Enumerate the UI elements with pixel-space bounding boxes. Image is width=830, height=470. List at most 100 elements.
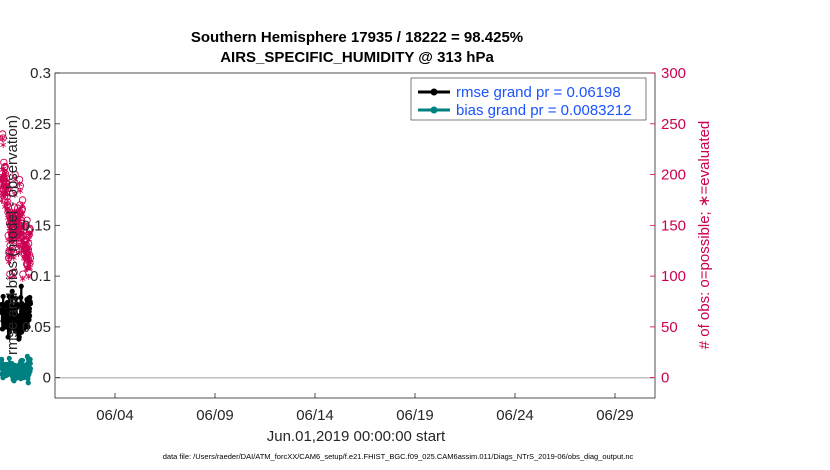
obs-evaluated-point: ∗ (19, 230, 27, 241)
rmse-point (26, 306, 32, 312)
obs-evaluated-point: ∗ (3, 198, 11, 209)
obs-evaluated-point: ∗ (26, 258, 34, 269)
obs-evaluated-point: ∗ (6, 218, 14, 229)
obs-possible-point (0, 158, 8, 167)
obs-possible-point (1, 162, 9, 171)
left-tick-label: 0.1 (30, 268, 51, 285)
obs-evaluated-point: ∗ (23, 246, 31, 257)
obs-evaluated-point: ∗ (18, 223, 26, 234)
obs-evaluated-point: ∗ (17, 236, 25, 247)
obs-evaluated-point: ∗ (9, 228, 17, 239)
obs-possible-point (11, 170, 19, 179)
right-tick-label: 250 (661, 116, 686, 133)
obs-evaluated-point: ∗ (17, 223, 25, 234)
rmse-point (6, 329, 13, 335)
obs-evaluated-point: ∗ (3, 205, 11, 216)
obs-evaluated-point: ∗ (20, 253, 28, 264)
right-tick-label: 0 (661, 370, 669, 387)
obs-possible-point (11, 186, 19, 194)
obs-evaluated-point: ∗ (7, 251, 15, 262)
obs-possible-point (2, 174, 11, 183)
obs-evaluated-point: ∗ (4, 208, 12, 219)
rmse-point (13, 300, 19, 307)
obs-possible-point (3, 185, 12, 193)
obs-evaluated-point: ∗ (2, 188, 10, 199)
legend-bias-marker (430, 106, 438, 114)
obs-evaluated-point: ∗ (25, 255, 33, 266)
obs-evaluated-point: ∗ (12, 219, 20, 230)
obs-evaluated-point: ∗ (26, 228, 34, 239)
obs-possible-point (16, 182, 24, 190)
obs-evaluated-point: ∗ (22, 249, 30, 260)
x-axis-label: Jun.01,2019 00:00:00 start (267, 428, 446, 445)
obs-possible-point (25, 251, 34, 259)
right-tick-label: 200 (661, 167, 686, 184)
chart-title-line2: AIRS_SPECIFIC_HUMIDITY @ 313 hPa (220, 49, 494, 66)
y-axis-label-right: # of obs: o=possible; ∗=evaluated (696, 121, 713, 350)
obs-evaluated-point: ∗ (10, 234, 18, 245)
obs-possible-point (6, 270, 14, 278)
obs-evaluated-point: ∗ (6, 213, 14, 224)
obs-evaluated-point: ∗ (20, 246, 28, 257)
obs-evaluated-point: ∗ (14, 220, 22, 231)
obs-evaluated-point: ∗ (0, 170, 8, 181)
obs-evaluated-point: ∗ (14, 208, 22, 219)
obs-evaluated-point: ∗ (21, 245, 29, 256)
obs-evaluated-point: ∗ (1, 175, 9, 186)
obs-evaluated-point: ∗ (13, 215, 21, 226)
left-tick-label: 0.05 (22, 319, 51, 336)
obs-evaluated-point: ∗ (21, 240, 29, 251)
obs-evaluated-point: ∗ (9, 230, 17, 241)
obs-evaluated-point: ∗ (7, 223, 15, 234)
obs-evaluated-point: ∗ (24, 250, 32, 261)
obs-evaluated-point: ∗ (19, 274, 27, 285)
obs-evaluated-point: ∗ (0, 196, 6, 207)
obs-possible-point (17, 216, 26, 224)
obs-evaluated-point: ∗ (4, 213, 12, 224)
y-axis-label-left: rmse and bias (model - observation) (4, 115, 21, 355)
bias-point (0, 356, 5, 363)
obs-evaluated-point: ∗ (3, 190, 11, 201)
obs-evaluated-point: ∗ (12, 225, 20, 236)
legend-rmse-marker (430, 88, 438, 96)
obs-evaluated-point: ∗ (0, 140, 7, 151)
obs-evaluated-point: ∗ (11, 215, 19, 226)
obs-evaluated-point: ∗ (1, 202, 9, 213)
obs-evaluated-point: ∗ (26, 229, 34, 240)
obs-evaluated-point: ∗ (0, 182, 8, 193)
rmse-point (9, 288, 15, 294)
obs-evaluated-point: ∗ (7, 232, 15, 243)
obs-evaluated-point: ∗ (0, 190, 8, 201)
obs-evaluated-point: ∗ (8, 236, 16, 247)
obs-evaluated-point: ∗ (14, 249, 22, 260)
rmse-point (26, 317, 32, 323)
obs-evaluated-point: ∗ (19, 236, 27, 247)
obs-evaluated-point: ∗ (21, 242, 29, 253)
x-tick-label: 06/04 (96, 407, 134, 424)
obs-evaluated-point: ∗ (16, 205, 24, 216)
right-tick-label: 50 (661, 319, 678, 336)
rmse-point (16, 334, 22, 340)
legend-bias-label: bias grand pr = 0.0083212 (456, 102, 632, 119)
obs-possible-point (0, 130, 7, 138)
data-file-footer: data file: /Users/raeder/DAI/ATM_forcXX/… (163, 452, 634, 461)
chart-title-line1: Southern Hemisphere 17935 / 18222 = 98.4… (191, 29, 523, 46)
rmse-point (9, 293, 15, 300)
obs-evaluated-point: ∗ (16, 212, 24, 223)
obs-evaluated-point: ∗ (10, 207, 18, 218)
obs-possible-point (24, 239, 33, 248)
obs-possible-point (19, 226, 28, 235)
obs-evaluated-point: ∗ (12, 213, 20, 224)
rmse-point (13, 295, 19, 302)
bias-point (19, 357, 26, 364)
obs-evaluated-point: ∗ (26, 263, 34, 274)
rmse-point (25, 324, 31, 330)
obs-evaluated-point: ∗ (17, 230, 25, 241)
obs-evaluated-point: ∗ (0, 163, 8, 174)
rmse-point (0, 293, 6, 300)
obs-possible-point (26, 259, 34, 267)
obs-evaluated-point: ∗ (2, 184, 10, 195)
obs-evaluated-point: ∗ (10, 271, 18, 282)
obs-evaluated-point: ∗ (5, 253, 13, 264)
